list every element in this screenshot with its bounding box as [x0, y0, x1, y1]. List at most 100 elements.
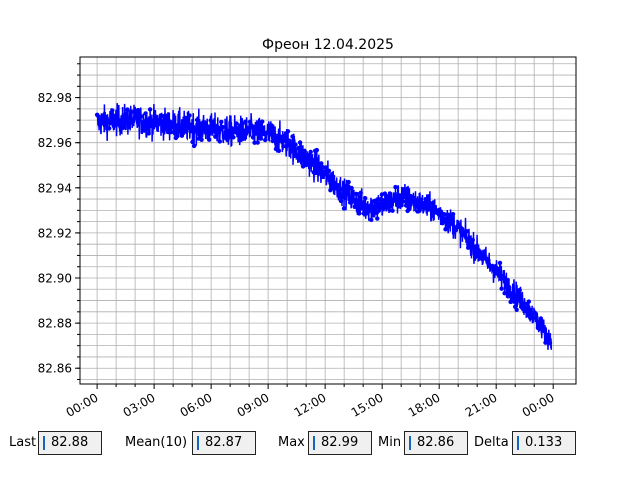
chart-title: Фреон 12.04.2025 [262, 37, 394, 53]
data-point [423, 197, 428, 202]
data-point [284, 144, 289, 149]
data-point [288, 142, 294, 147]
data-point [325, 172, 330, 178]
data-point [403, 203, 409, 208]
data-point [123, 112, 129, 117]
data-point [369, 217, 374, 222]
y-tick-label: 82.90 [38, 272, 72, 286]
y-tick-label: 82.86 [38, 362, 72, 376]
data-point [263, 137, 268, 143]
stat-mean-label: Mean(10) [125, 435, 188, 450]
data-point [164, 113, 169, 118]
data-point [135, 107, 141, 113]
data-point [407, 207, 412, 212]
data-point [266, 130, 271, 135]
data-point [104, 114, 109, 120]
data-point [391, 197, 397, 202]
data-point [169, 129, 174, 135]
data-point [355, 206, 360, 211]
stat-mean-value[interactable]: 82.87 [192, 431, 256, 455]
stat-min-value[interactable]: 82.86 [404, 431, 468, 455]
data-point [275, 142, 280, 148]
data-point [331, 185, 336, 191]
stat-last-label: Last [9, 435, 37, 450]
x-tick-label: 00:00 [520, 390, 557, 419]
data-point [543, 340, 548, 345]
data-point [460, 226, 465, 232]
data-point [314, 147, 319, 153]
data-point [291, 147, 297, 152]
data-point [303, 162, 309, 168]
data-point [296, 145, 301, 151]
data-point [385, 197, 391, 202]
stat-delta-value[interactable]: 0.133 [512, 431, 576, 455]
data-point [440, 221, 445, 226]
data-point [281, 144, 286, 149]
data-point [499, 286, 504, 291]
data-point [143, 111, 148, 116]
data-point [335, 183, 341, 188]
data-point [370, 213, 375, 218]
data-point [349, 185, 354, 191]
data-point [463, 233, 468, 239]
data-point [534, 315, 539, 320]
data-point [149, 123, 154, 129]
data-point [138, 114, 144, 119]
data-point [213, 134, 218, 139]
data-point [310, 157, 315, 162]
data-point [293, 142, 298, 147]
data-point [357, 211, 362, 216]
data-point [363, 196, 368, 201]
data-point [297, 140, 303, 145]
data-point [107, 126, 112, 131]
data-point [252, 140, 257, 145]
data-point [193, 127, 198, 133]
stat-min-label: Min [378, 435, 402, 450]
data-point [340, 186, 345, 192]
data-point [216, 125, 221, 130]
data-point [425, 207, 430, 213]
data-point [338, 198, 344, 204]
data-point [514, 307, 519, 312]
data-point [497, 260, 503, 266]
data-point [526, 299, 531, 304]
data-point [505, 277, 510, 283]
data-point [190, 139, 195, 145]
x-tick-label: 12:00 [292, 390, 329, 419]
data-point [182, 119, 188, 125]
data-point [269, 123, 274, 128]
data-point [129, 109, 135, 114]
data-point [350, 199, 356, 204]
data-point [96, 114, 101, 119]
data-point [517, 287, 522, 293]
data-point [141, 128, 147, 133]
data-point [491, 266, 497, 272]
y-tick-label: 82.88 [38, 317, 72, 331]
data-point [381, 200, 386, 205]
data-point [119, 121, 124, 127]
data-point [113, 115, 118, 120]
data-point [185, 126, 191, 131]
data-point [287, 138, 292, 143]
stat-last-value[interactable]: 82.88 [38, 431, 102, 455]
data-point [108, 121, 113, 126]
data-point [532, 310, 538, 315]
data-point [311, 170, 316, 175]
data-point [399, 203, 404, 208]
data-point [241, 136, 247, 141]
data-point [384, 205, 389, 210]
data-point [494, 271, 500, 276]
data-point [485, 260, 491, 265]
data-point [276, 148, 282, 153]
data-point [155, 122, 160, 128]
stat-max-value[interactable]: 82.99 [308, 431, 372, 455]
data-point [390, 208, 395, 213]
data-point [254, 124, 259, 130]
x-tick-label: 09:00 [235, 390, 272, 419]
x-tick-label: 21:00 [463, 390, 500, 419]
data-point [510, 291, 515, 296]
data-point [228, 132, 233, 137]
data-point [217, 139, 222, 144]
data-point [473, 244, 478, 249]
data-point [496, 266, 501, 272]
